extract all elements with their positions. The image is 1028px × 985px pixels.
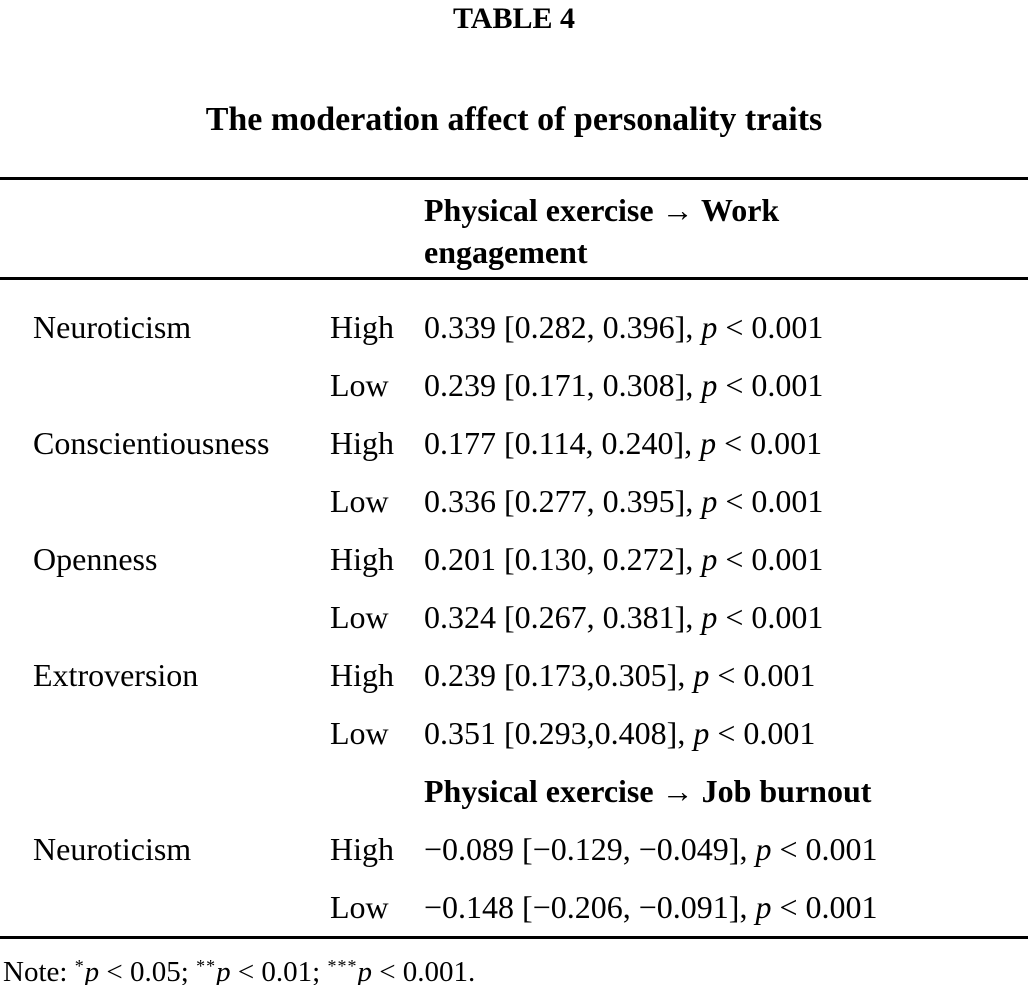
p-value: < 0.001 [725, 482, 824, 519]
table-body: Neuroticism High 0.339 [0.282, 0.396], p… [0, 280, 1028, 936]
table-label: TABLE 4 [453, 2, 575, 35]
level-cell: Low [330, 888, 389, 925]
p-value: < 0.001 [717, 656, 816, 693]
p-value: < 0.001 [725, 540, 824, 577]
table-row: Low 0.324 [0.267, 0.381], p < 0.001 [0, 588, 1028, 646]
table-row: Conscientiousness High 0.177 [0.114, 0.2… [0, 414, 1028, 472]
estimate-text: 0.177 [0.114, 0.240], [424, 424, 693, 461]
note-stars-3: *** [327, 956, 358, 976]
estimate-text: −0.148 [−0.206, −0.091], [424, 888, 748, 925]
level-cell: High [330, 830, 394, 867]
note-stars-2: ** [196, 956, 217, 976]
table-row: Neuroticism High −0.089 [−0.129, −0.049]… [0, 820, 1028, 878]
p-value: < 0.001 [725, 598, 824, 635]
note-threshold-3: < 0.001. [371, 955, 476, 985]
p-symbol: p [701, 540, 718, 577]
section-2-header: Physical exercise → Job burnout [424, 772, 872, 809]
level-cell: High [330, 424, 394, 461]
estimate-text: 0.351 [0.293,0.408], [424, 714, 686, 751]
estimate-cell: 0.177 [0.114, 0.240], p < 0.001 [424, 425, 1028, 462]
p-symbol: p [755, 888, 772, 925]
estimate-cell: 0.201 [0.130, 0.272], p < 0.001 [424, 541, 1028, 578]
estimate-cell: 0.239 [0.171, 0.308], p < 0.001 [424, 367, 1028, 404]
estimate-cell: −0.089 [−0.129, −0.049], p < 0.001 [424, 831, 1028, 868]
p-value: < 0.001 [779, 830, 878, 867]
bottom-rule [0, 936, 1028, 939]
estimate-text: 0.201 [0.130, 0.272], [424, 540, 694, 577]
trait-cell: Neuroticism [33, 830, 192, 867]
estimate-text: −0.089 [−0.129, −0.049], [424, 830, 748, 867]
p-symbol: p [84, 955, 100, 985]
section-1-header: Physical exercise → Work engagement [424, 192, 780, 270]
table-row: Low 0.239 [0.171, 0.308], p < 0.001 [0, 356, 1028, 414]
estimate-text: 0.339 [0.282, 0.396], [424, 308, 694, 345]
estimate-cell: 0.324 [0.267, 0.381], p < 0.001 [424, 599, 1028, 636]
estimate-text: 0.239 [0.171, 0.308], [424, 366, 694, 403]
table-row: Neuroticism High 0.339 [0.282, 0.396], p… [0, 298, 1028, 356]
table-title: The moderation affect of personality tra… [205, 101, 823, 138]
p-value: < 0.001 [725, 308, 824, 345]
estimate-cell: 0.239 [0.173,0.305], p < 0.001 [424, 657, 1028, 694]
p-symbol: p [755, 830, 772, 867]
p-symbol: p [701, 598, 718, 635]
trait-cell: Neuroticism [33, 308, 192, 345]
trait-cell: Openness [33, 540, 158, 577]
trait-cell: Extroversion [33, 656, 199, 693]
level-cell: High [330, 540, 394, 577]
column-header-band: Physical exercise → Work engagement [0, 180, 1028, 277]
table-row: Extroversion High 0.239 [0.173,0.305], p… [0, 646, 1028, 704]
p-value: < 0.001 [717, 714, 816, 751]
table-row: Openness High 0.201 [0.130, 0.272], p < … [0, 530, 1028, 588]
estimate-cell: 0.351 [0.293,0.408], p < 0.001 [424, 715, 1028, 752]
table-row: Low 0.336 [0.277, 0.395], p < 0.001 [0, 472, 1028, 530]
p-value: < 0.001 [779, 888, 878, 925]
p-symbol: p [700, 424, 717, 461]
level-cell: Low [330, 482, 389, 519]
trait-cell: Conscientiousness [33, 424, 270, 461]
table-note: Note: *p < 0.05; **p < 0.01; ***p < 0.00… [0, 949, 1028, 985]
top-rule [0, 177, 1028, 180]
p-symbol: p [701, 482, 718, 519]
estimate-text: 0.336 [0.277, 0.395], [424, 482, 694, 519]
p-symbol: p [693, 656, 710, 693]
estimate-text: 0.239 [0.173,0.305], [424, 656, 686, 693]
level-cell: High [330, 656, 394, 693]
level-cell: Low [330, 598, 389, 635]
estimate-cell: 0.339 [0.282, 0.396], p < 0.001 [424, 309, 1028, 346]
header-rule [0, 277, 1028, 280]
p-symbol: p [701, 366, 718, 403]
estimate-cell: −0.148 [−0.206, −0.091], p < 0.001 [424, 889, 1028, 926]
p-value: < 0.001 [724, 424, 823, 461]
p-value: < 0.001 [725, 366, 824, 403]
note-stars-1: * [74, 956, 85, 976]
level-cell: Low [330, 366, 389, 403]
p-symbol: p [693, 714, 710, 751]
note-prefix: Note: [3, 955, 75, 985]
note-threshold-2: < 0.01; [230, 955, 328, 985]
estimate-cell: 0.336 [0.277, 0.395], p < 0.001 [424, 483, 1028, 520]
estimate-text: 0.324 [0.267, 0.381], [424, 598, 694, 635]
section-header-row: Physical exercise → Job burnout [0, 762, 1028, 820]
level-cell: High [330, 308, 394, 345]
p-symbol: p [357, 955, 372, 985]
level-cell: Low [330, 714, 389, 751]
table-row: Low 0.351 [0.293,0.408], p < 0.001 [0, 704, 1028, 762]
table-row: Low −0.148 [−0.206, −0.091], p < 0.001 [0, 878, 1028, 936]
p-symbol: p [216, 955, 231, 985]
p-symbol: p [701, 308, 718, 345]
note-threshold-1: < 0.05; [99, 955, 197, 985]
